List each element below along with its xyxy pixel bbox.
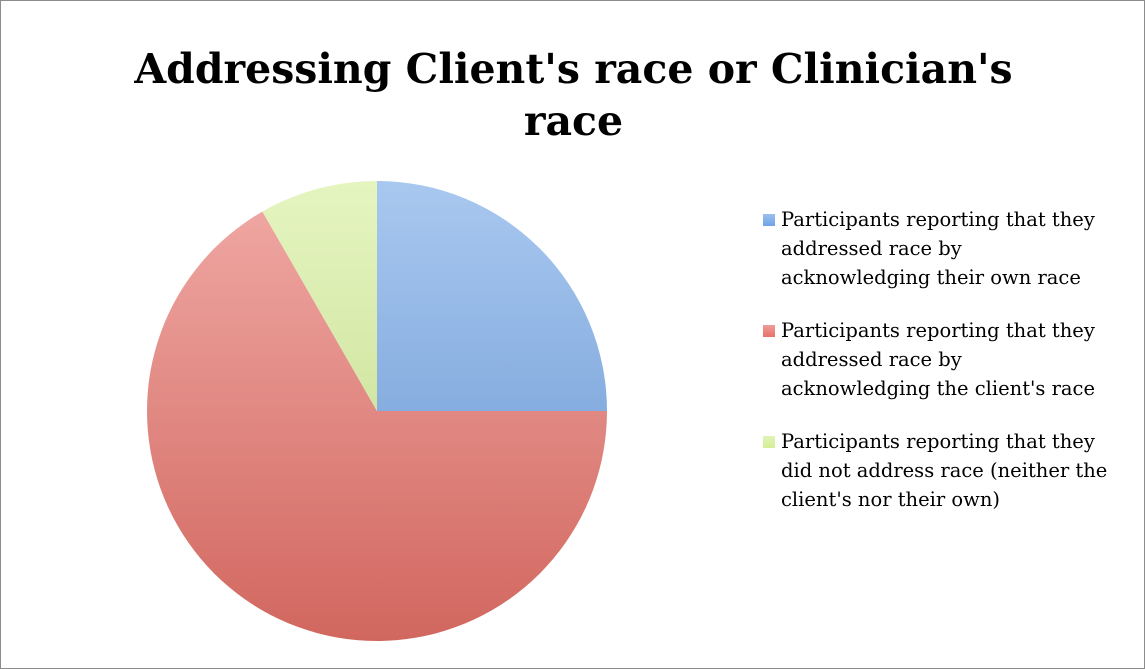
legend-swatch xyxy=(763,436,775,448)
pie-slice xyxy=(377,181,607,411)
legend-item: Participants reporting that they address… xyxy=(761,205,1111,292)
legend-label: Participants reporting that they did not… xyxy=(781,430,1108,511)
legend-swatch xyxy=(763,214,775,226)
chart-title: Addressing Client's race or Clinician's … xyxy=(134,45,1013,145)
legend: Participants reporting that they address… xyxy=(761,205,1111,514)
legend-label: Participants reporting that they address… xyxy=(781,319,1096,400)
legend-item: Participants reporting that they address… xyxy=(761,316,1111,403)
pie-slice xyxy=(146,211,607,641)
legend-swatch xyxy=(763,325,775,337)
pie-slice xyxy=(262,181,377,411)
legend-item: Participants reporting that they did not… xyxy=(761,427,1111,514)
legend-label: Participants reporting that they address… xyxy=(781,208,1095,289)
